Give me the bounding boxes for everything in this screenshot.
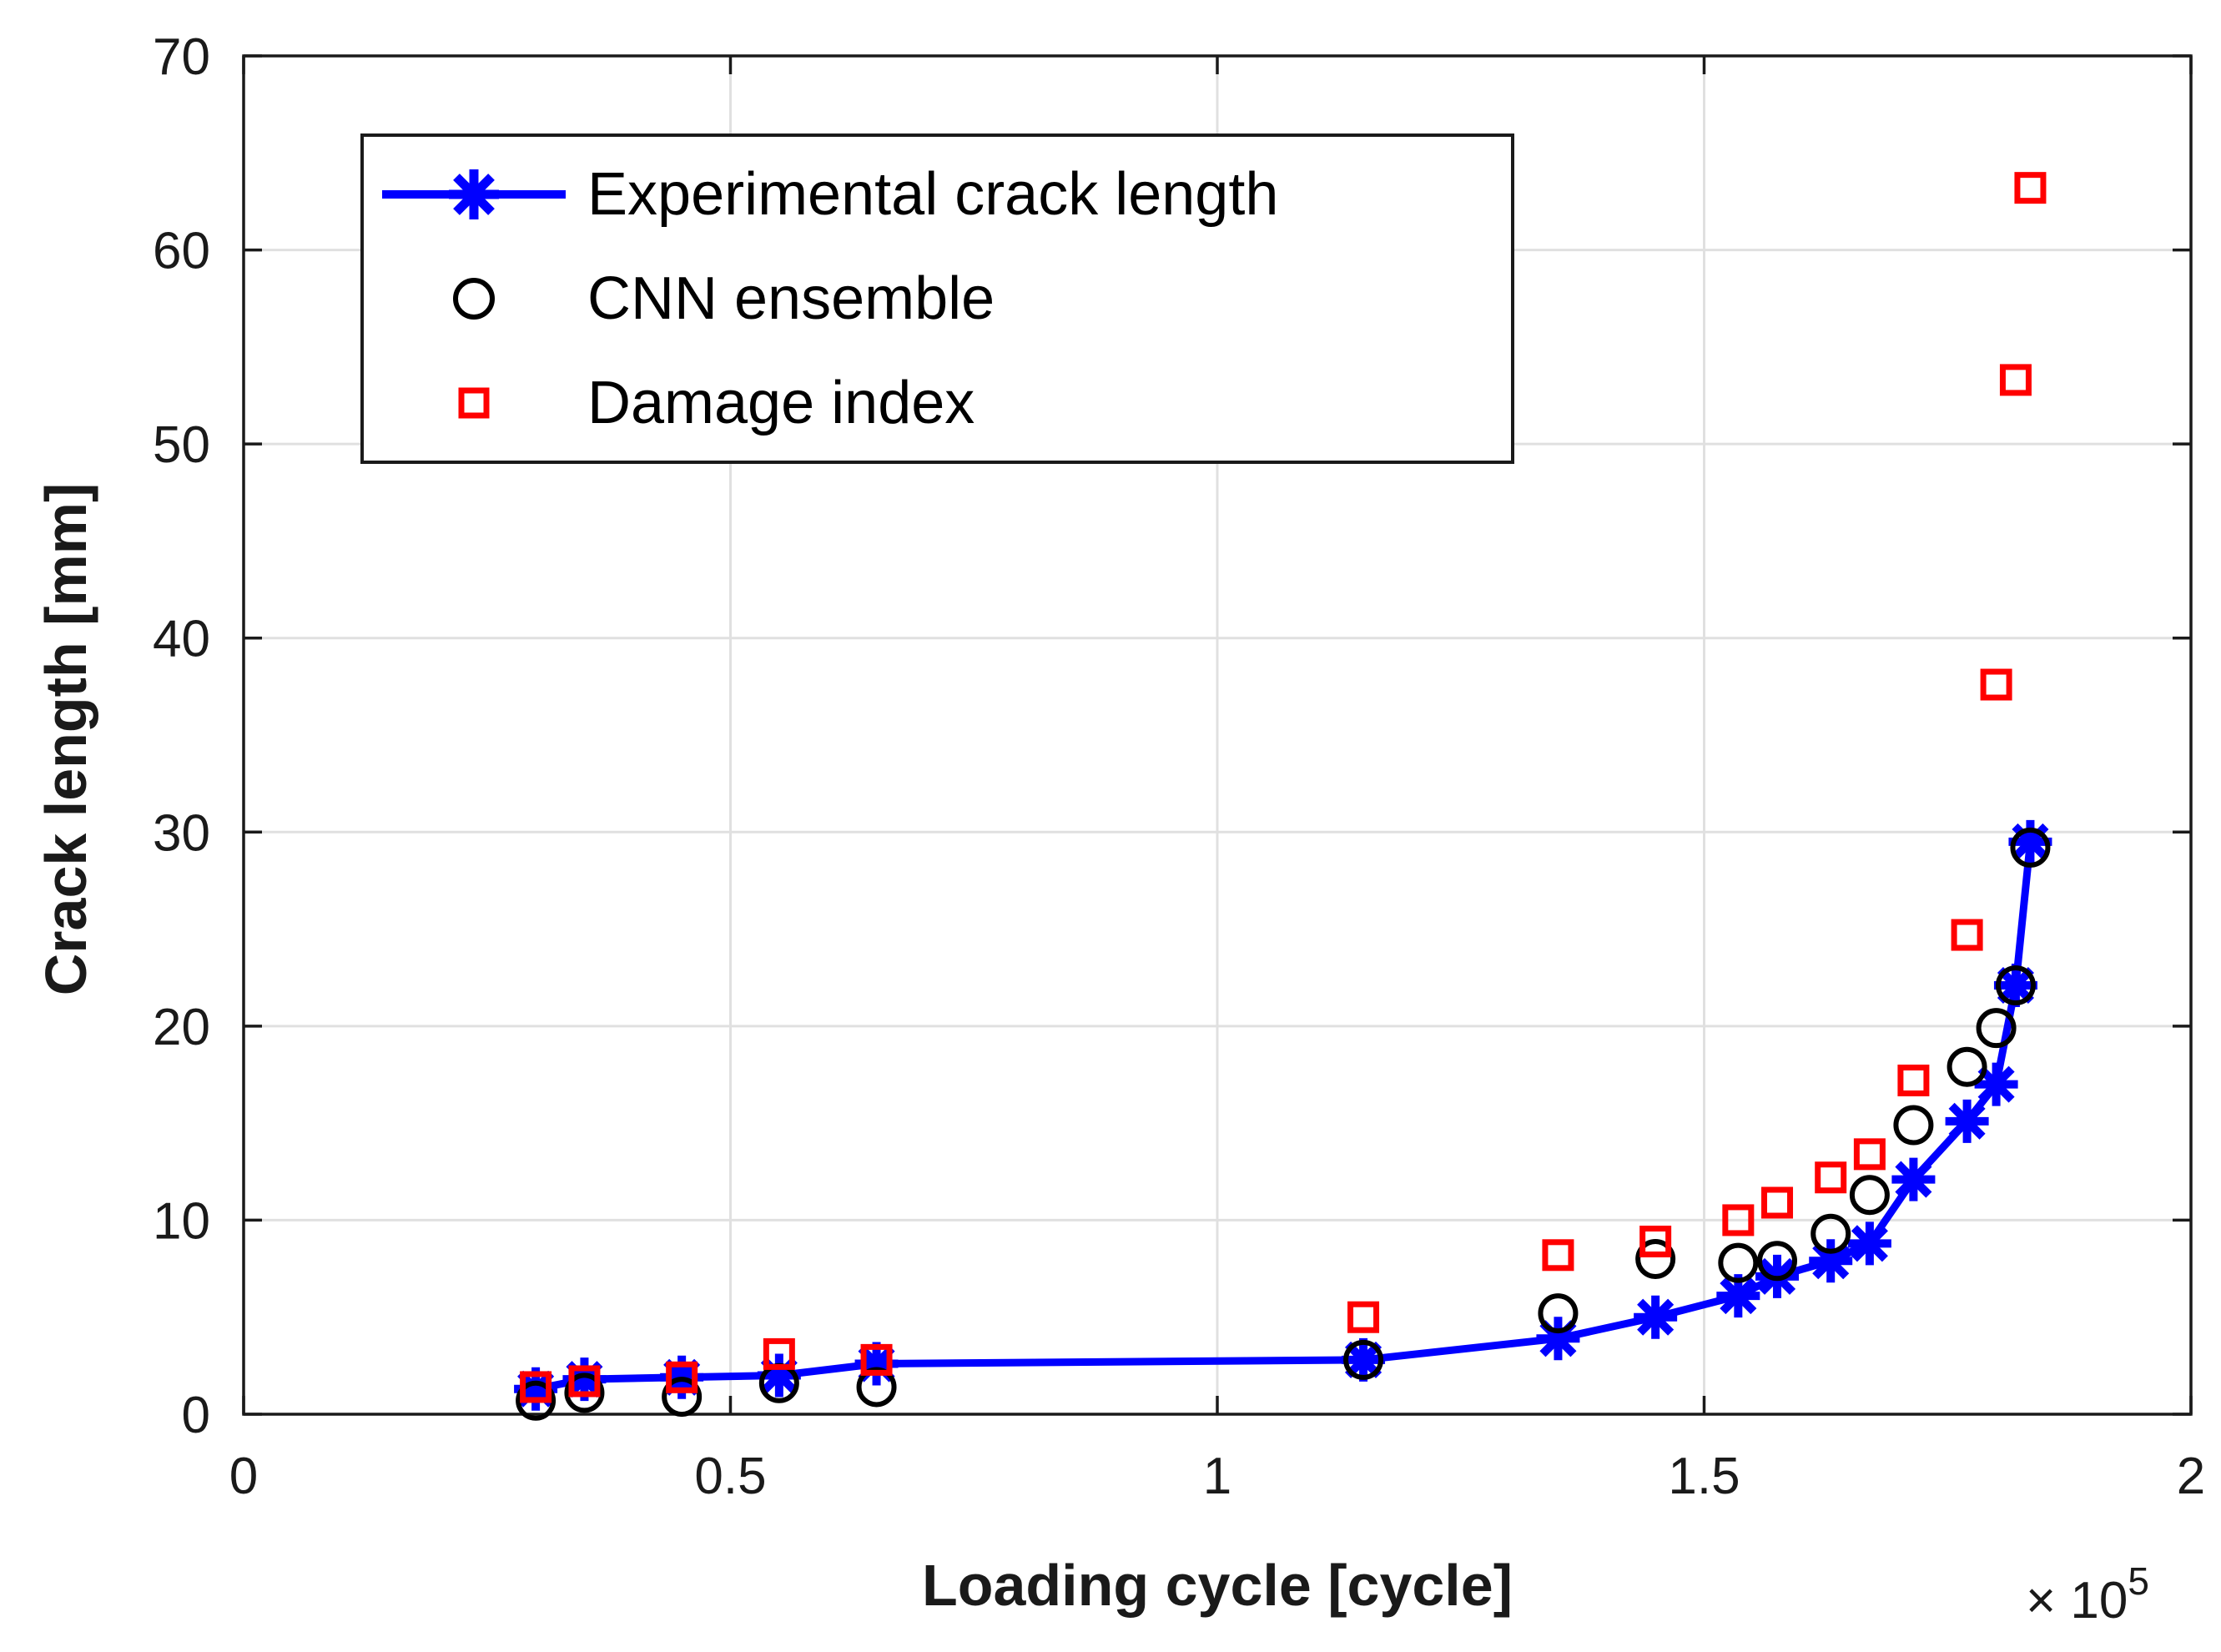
- damage-index-marker: [1347, 1301, 1380, 1333]
- legend-entry-experimental: Experimental crack length: [364, 142, 1511, 246]
- cnn-ensemble-marker: [1849, 1175, 1890, 1216]
- cnn-ensemble-marker: [564, 1372, 605, 1413]
- cnn-ensemble-marker: [1995, 965, 2036, 1006]
- y-tick-label: 20: [153, 999, 210, 1056]
- offset-exponent: 5: [2128, 1559, 2149, 1603]
- legend-box: Experimental crack length CNN ensemble D…: [360, 133, 1514, 464]
- y-tick-label: 0: [182, 1387, 210, 1444]
- legend-entry-damage: Damage index: [364, 351, 1511, 456]
- cnn-ensemble-marker: [1718, 1242, 1759, 1283]
- damage-index-marker: [568, 1365, 601, 1398]
- damage-index-marker: [1951, 919, 1983, 951]
- cnn-ensemble-marker: [1343, 1339, 1384, 1380]
- damage-index-marker: [1897, 1064, 1930, 1096]
- circle-icon: [453, 277, 495, 320]
- experimental-marker: [1891, 1157, 1936, 1201]
- experimental-marker: [1974, 1062, 2018, 1106]
- x-tick-label: 2: [2177, 1448, 2205, 1505]
- y-tick-label: 40: [153, 611, 210, 668]
- cnn-ensemble-marker: [662, 1377, 703, 1418]
- damage-index-marker: [1980, 668, 2012, 701]
- cnn-ensemble-marker: [1893, 1105, 1934, 1146]
- asterisk-line-icon: [382, 169, 566, 219]
- experimental-marker: [1847, 1221, 1891, 1266]
- cnn-circle-sample: [379, 253, 569, 345]
- x-tick-label: 1.5: [1668, 1448, 1740, 1505]
- legend-entry-cnn: CNN ensemble: [364, 246, 1511, 350]
- cnn-ensemble-marker: [2010, 827, 2051, 868]
- y-tick-label: 30: [153, 804, 210, 862]
- cnn-ensemble-marker: [516, 1380, 557, 1421]
- x-tick-label: 1: [1203, 1448, 1231, 1505]
- x-axis-offset-text: × 105: [2026, 1559, 2149, 1630]
- damage-index-marker: [1639, 1226, 1672, 1258]
- x-tick-label: 0.5: [694, 1448, 766, 1505]
- damage-index-marker: [2014, 172, 2047, 204]
- cnn-ensemble-marker: [1635, 1238, 1676, 1279]
- damage-index-marker: [1542, 1239, 1574, 1272]
- cnn-ensemble-marker: [1947, 1046, 1987, 1087]
- damage-index-marker: [1853, 1138, 1886, 1171]
- experimental-marker: [1342, 1337, 1386, 1382]
- experimental-line-sample: [379, 149, 569, 240]
- experimental-marker: [1945, 1099, 1989, 1143]
- damage-index-marker: [860, 1343, 893, 1376]
- experimental-marker: [1634, 1295, 1678, 1339]
- offset-base: × 10: [2026, 1572, 2128, 1629]
- y-tick-label: 50: [153, 416, 210, 474]
- cnn-ensemble-marker: [1976, 1008, 2017, 1049]
- cnn-ensemble-marker: [1538, 1293, 1579, 1334]
- damage-index-marker: [1761, 1186, 1794, 1219]
- cnn-ensemble-marker: [1757, 1241, 1798, 1282]
- legend-label: Damage index: [587, 370, 975, 437]
- y-axis-label: Crack length [mm]: [33, 482, 98, 996]
- legend-label: CNN ensemble: [587, 264, 995, 332]
- cnn-ensemble-marker: [856, 1367, 897, 1408]
- damage-index-marker: [1999, 364, 2032, 396]
- legend-label: Experimental crack length: [587, 160, 1279, 228]
- damage-index-marker: [666, 1361, 698, 1393]
- cnn-ensemble-marker: [1811, 1213, 1851, 1254]
- y-tick-label: 10: [153, 1192, 210, 1250]
- damage-square-sample: [379, 357, 569, 449]
- damage-index-marker: [520, 1371, 552, 1403]
- square-icon: [458, 387, 490, 419]
- damage-index-marker: [1722, 1204, 1755, 1236]
- x-axis-label: Loading cycle [cycle]: [921, 1553, 1513, 1618]
- y-tick-label: 70: [153, 28, 210, 86]
- damage-index-marker: [763, 1337, 795, 1370]
- experimental-marker: [1993, 964, 2037, 1008]
- x-tick-label: 0: [229, 1448, 258, 1505]
- experimental-crack-line: [535, 841, 2034, 1393]
- damage-index-marker: [1815, 1161, 1847, 1194]
- y-tick-label: 60: [153, 223, 210, 280]
